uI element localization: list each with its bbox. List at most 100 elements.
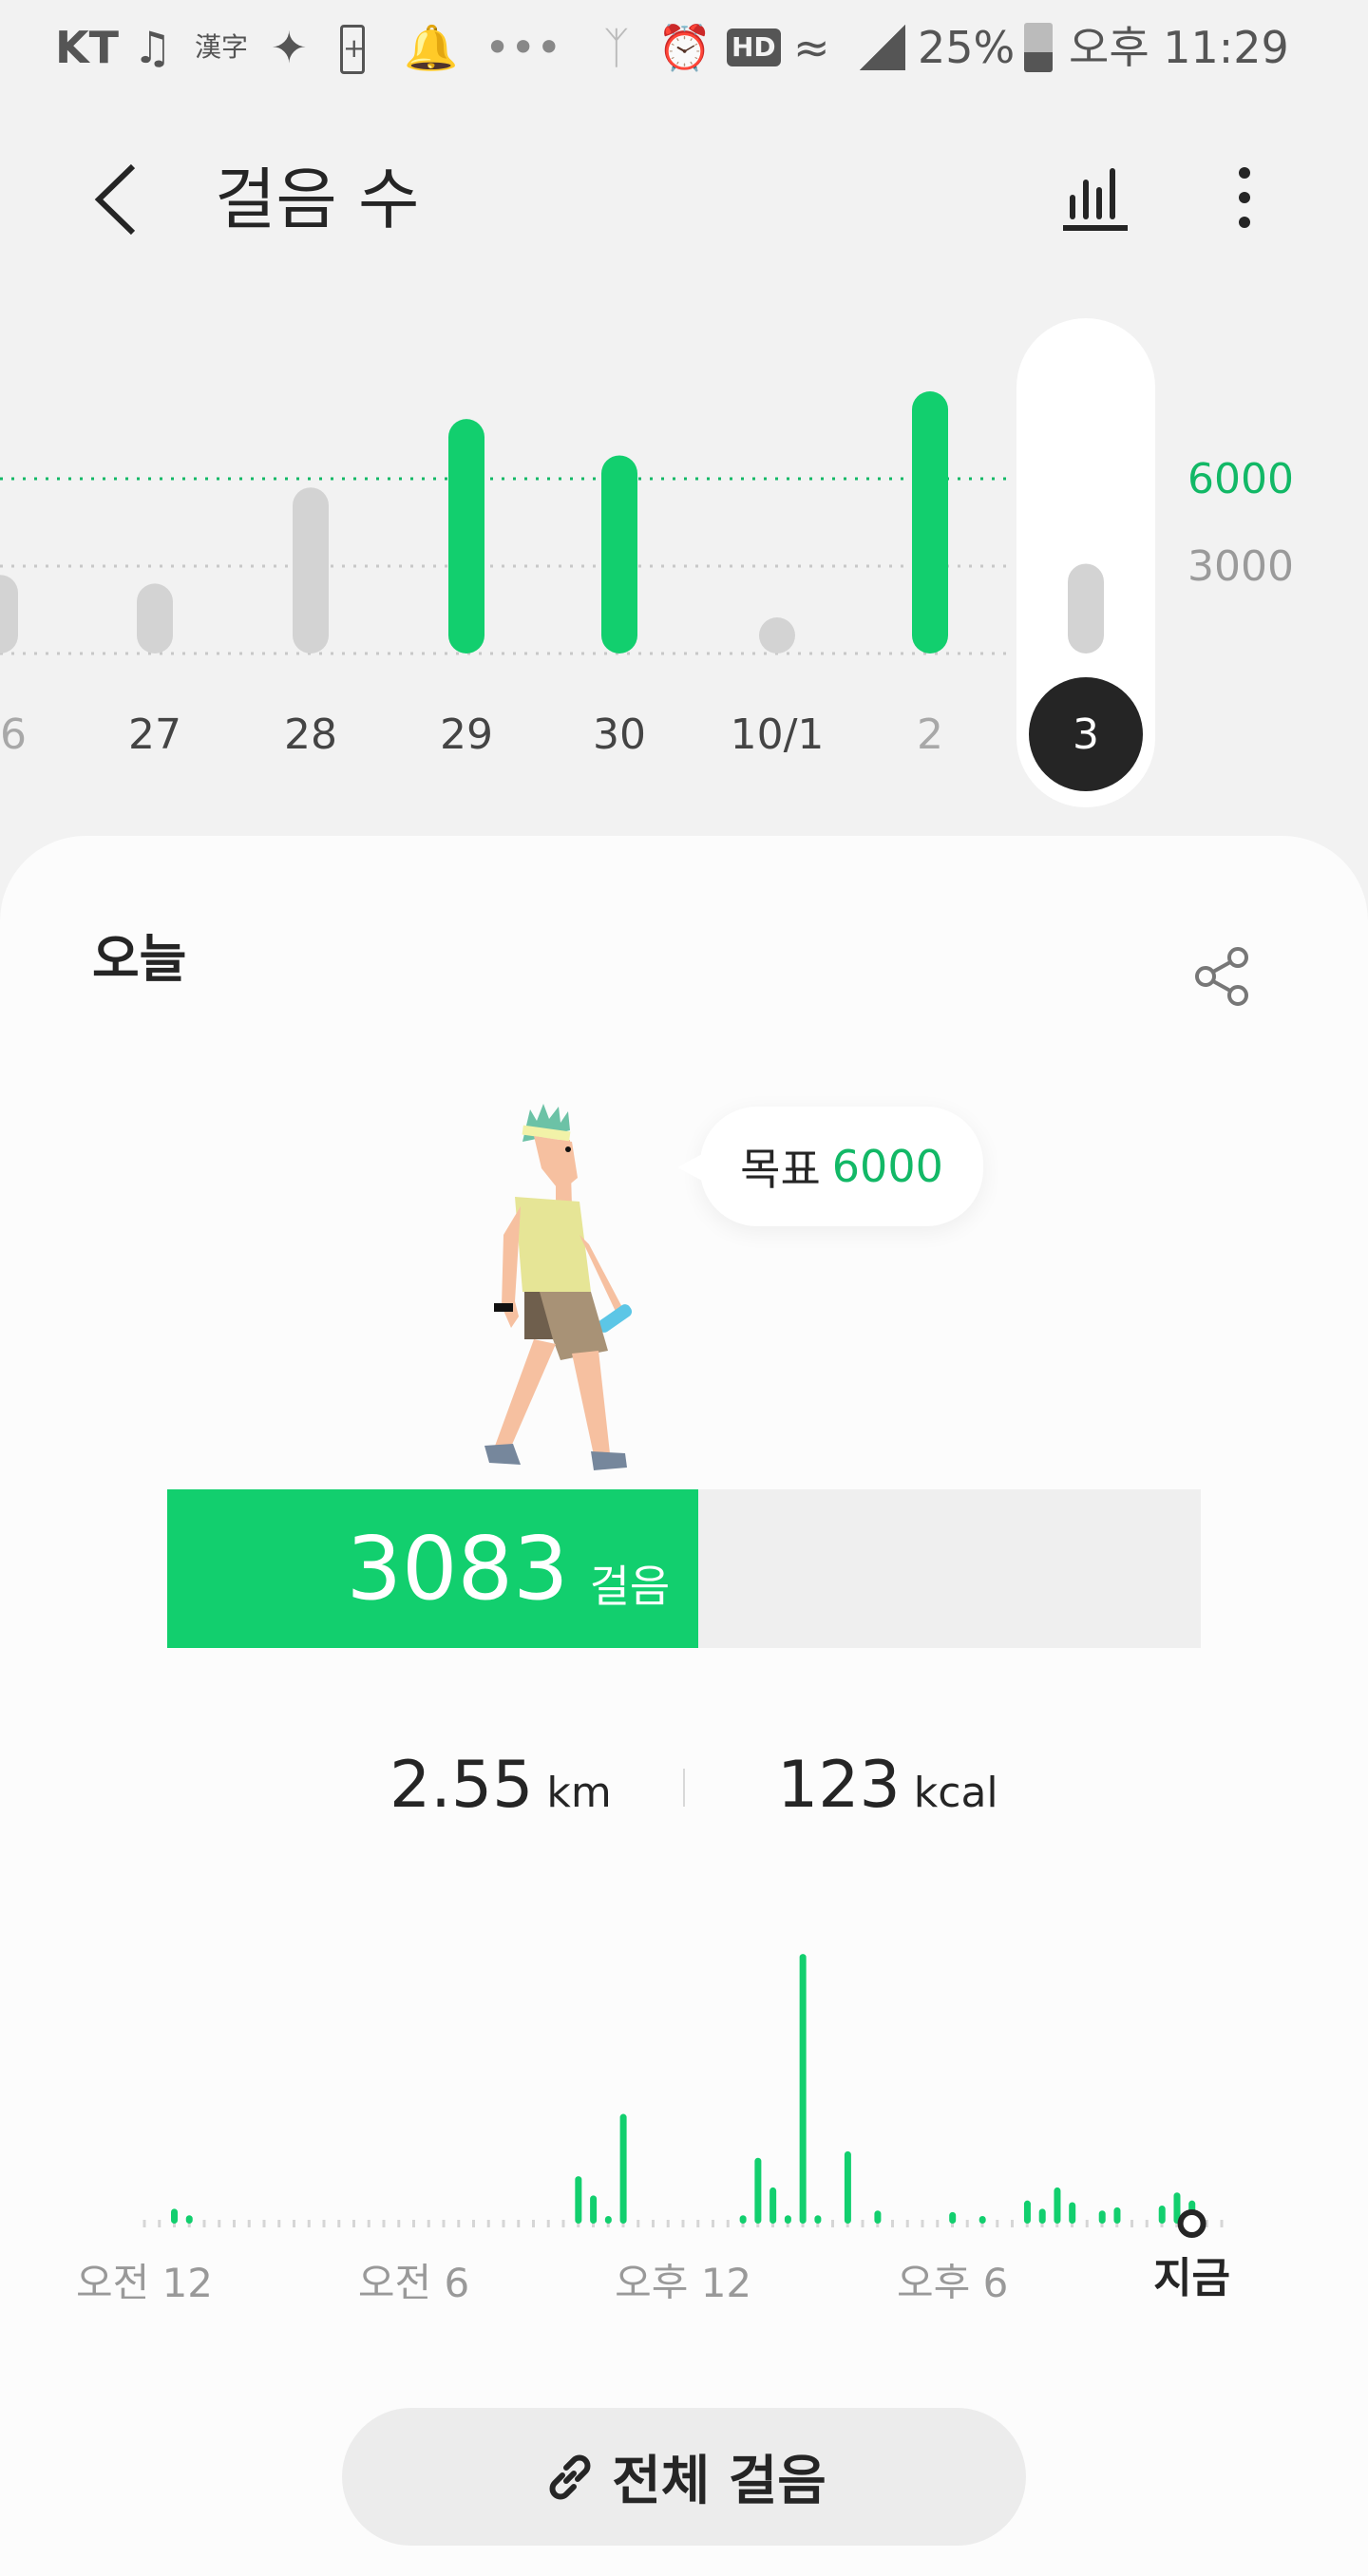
day-label[interactable]: 28 (284, 710, 337, 759)
goal-value: 6000 (831, 1141, 943, 1192)
day-label[interactable]: 27 (128, 710, 181, 759)
today-label: 오늘 (92, 929, 187, 989)
hourly-bar (604, 2216, 612, 2224)
hourly-bar (619, 2113, 627, 2224)
distance-stat: 2.55 km (390, 1748, 612, 1833)
tool-icon: ✦ (271, 22, 308, 73)
day-bar[interactable] (912, 391, 948, 653)
baseline-dot (741, 2220, 745, 2227)
back-button[interactable] (86, 157, 152, 242)
baseline-dot (1011, 2220, 1014, 2227)
x-tick-label: 오전 6 (358, 2260, 469, 2299)
baseline-dot (502, 2220, 505, 2227)
baseline-dot (831, 2220, 834, 2227)
bar-chart-icon (1063, 168, 1128, 231)
baseline-dot (696, 2220, 700, 2227)
wifi-lock-icon: ≈ (793, 22, 830, 73)
baseline-dot (666, 2220, 670, 2227)
stats-divider (683, 1769, 685, 1807)
steps-progress-bar: 3083 걸음 (167, 1489, 1201, 1648)
selected-day-highlight (1016, 318, 1155, 807)
baseline-dot (337, 2220, 341, 2227)
trends-button[interactable] (1059, 161, 1135, 237)
alarm-icon: ⏰ (657, 22, 712, 73)
baseline-dot (681, 2220, 685, 2227)
baseline-dot (233, 2220, 236, 2227)
baseline-dot (472, 2220, 475, 2227)
baseline-dot (592, 2220, 595, 2227)
day-bar[interactable] (0, 575, 18, 653)
hourly-bar (949, 2211, 957, 2224)
accessibility-icon: ♫ (133, 22, 173, 73)
link-icon (549, 2454, 591, 2499)
baseline-dot (247, 2220, 251, 2227)
day-label[interactable]: 2 (917, 710, 943, 759)
baseline-dot (726, 2220, 730, 2227)
baseline-dot (158, 2220, 162, 2227)
baseline-dot (546, 2220, 550, 2227)
day-label[interactable]: 10/1 (731, 710, 825, 759)
x-tick-label: 오전 12 (76, 2260, 213, 2299)
baseline-dot (277, 2220, 281, 2227)
signal-icon (860, 25, 905, 70)
baseline-dot (1160, 2220, 1164, 2227)
calories-unit: kcal (913, 1769, 998, 1817)
baseline-dot (996, 2220, 999, 2227)
status-bar: KT ♫ 漢字 ✦ + 🔔 ••• ᛉ ⏰ HD ≈ 25% 오후 11:29 (0, 0, 1368, 95)
x-tick-label: 오후 6 (897, 2260, 1008, 2299)
day-bar[interactable] (1068, 563, 1104, 653)
hourly-bar (590, 2195, 598, 2224)
baseline-dot (1175, 2220, 1179, 2227)
day-label[interactable]: 26 (0, 710, 27, 759)
day-label[interactable]: 30 (593, 710, 646, 759)
baseline-dot (936, 2220, 940, 2227)
hanja-icon: 漢字 (195, 31, 249, 63)
baseline-dot (202, 2220, 206, 2227)
weekly-steps-chart[interactable]: 6000 3000 26 27 28 29 30 10/1 2 3 (0, 313, 1368, 826)
x-tick-label: 오후 12 (615, 2260, 751, 2299)
bell-icon: 🔔 (404, 22, 459, 73)
day-bar[interactable] (448, 419, 484, 653)
baseline-dot (486, 2220, 490, 2227)
goal-label: 목표 (740, 1144, 821, 1195)
hourly-bar (754, 2157, 762, 2224)
hourly-bar (185, 2215, 193, 2224)
day-bar[interactable] (759, 617, 795, 653)
hourly-bar (1113, 2207, 1121, 2224)
baseline-dot (712, 2220, 714, 2227)
baseline-dot (1115, 2220, 1119, 2227)
distance-unit: km (546, 1769, 612, 1817)
baseline-dot (801, 2220, 805, 2227)
baseline-dot (951, 2220, 954, 2227)
baseline-dot (606, 2220, 610, 2227)
selected-day-circle[interactable] (1029, 677, 1143, 791)
share-icon (1195, 947, 1248, 1006)
baseline-dot (905, 2220, 909, 2227)
day-bar[interactable] (137, 583, 173, 653)
more-options-button[interactable] (1226, 161, 1264, 237)
day-bar[interactable] (601, 455, 637, 653)
baseline-dot (846, 2220, 849, 2227)
baseline-dot (786, 2220, 789, 2227)
hourly-bar (770, 2187, 777, 2224)
baseline-dot (577, 2220, 580, 2227)
baseline-dot (1220, 2220, 1224, 2227)
y-tick-label: 3000 (1188, 542, 1294, 591)
steps-count: 3083 (346, 1518, 569, 1619)
baseline-dot (621, 2220, 625, 2227)
hourly-bar (844, 2150, 851, 2224)
day-bar[interactable] (293, 487, 329, 653)
baseline-dot (532, 2220, 535, 2227)
now-marker (1177, 2209, 1206, 2238)
day-label[interactable]: 29 (440, 710, 493, 759)
baseline-dot (517, 2220, 521, 2227)
day-label[interactable]: 3 (1073, 710, 1099, 759)
hourly-bar (978, 2216, 986, 2224)
all-steps-label: 전체 걸음 (612, 2451, 826, 2512)
battery-icon (1024, 23, 1053, 72)
baseline-dot (561, 2220, 565, 2227)
baseline-dot (861, 2220, 864, 2227)
share-button[interactable] (1192, 945, 1255, 1008)
hourly-bar (171, 2208, 179, 2224)
all-steps-button[interactable]: 전체 걸음 (342, 2408, 1026, 2546)
